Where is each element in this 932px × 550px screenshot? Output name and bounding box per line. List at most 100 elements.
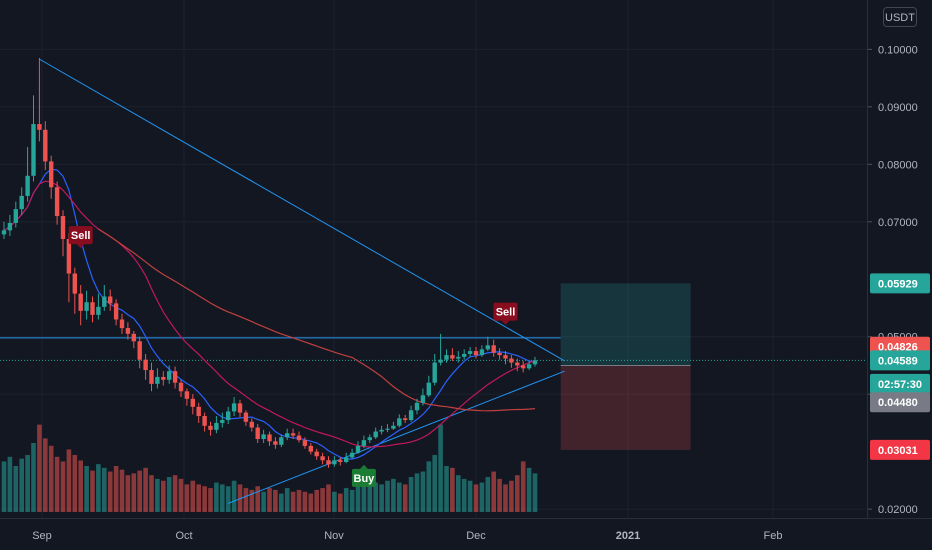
candle-body	[60, 216, 66, 240]
candle-body	[1, 230, 7, 235]
moving-averages	[3, 168, 536, 460]
volume-bar	[402, 484, 408, 512]
volume-bar	[332, 491, 337, 512]
volume-bar	[107, 471, 113, 512]
candle-body	[403, 418, 408, 421]
candle-body	[161, 376, 166, 380]
candle-body	[526, 364, 532, 369]
volume-bar	[161, 480, 166, 512]
ma-fast-line	[3, 168, 536, 460]
volume-bar	[190, 480, 196, 512]
candle-body	[521, 365, 526, 369]
volume-bar	[343, 488, 349, 512]
candle-body	[54, 187, 60, 217]
candle-body	[96, 306, 101, 315]
volume-bar	[414, 473, 420, 512]
volume-bar	[243, 488, 249, 512]
price-tag	[870, 373, 930, 394]
volume-bar	[367, 478, 373, 512]
candle-body	[338, 460, 343, 462]
time-tick-label: Oct	[175, 530, 192, 542]
volume-bar	[196, 484, 201, 512]
candle-body	[456, 356, 461, 359]
volume-bar	[520, 461, 526, 512]
volume-bar	[408, 477, 414, 512]
volume-bar	[102, 467, 107, 512]
volume-bar	[373, 482, 378, 512]
candle-body	[349, 452, 355, 458]
price-tag	[870, 392, 930, 413]
long-position-tool[interactable]	[560, 283, 691, 450]
candle-body	[13, 209, 18, 223]
volume-bar	[467, 480, 473, 512]
volume-bar	[131, 473, 137, 512]
candle-body	[261, 434, 266, 440]
volume-bar	[273, 489, 278, 512]
candle-body	[178, 382, 184, 392]
candlestick-series	[1, 57, 538, 468]
volume-bar	[461, 478, 467, 512]
candle-body	[414, 402, 420, 411]
candle-body	[131, 333, 136, 342]
volume-bar	[178, 478, 184, 512]
candle-body	[43, 129, 48, 162]
volume-bar	[314, 489, 319, 512]
candle-body	[249, 421, 254, 428]
volume-bar	[43, 438, 48, 512]
volume-bar	[113, 466, 119, 512]
currency-button[interactable]: USDT	[883, 7, 917, 27]
candle-body	[444, 355, 449, 360]
candle-body	[113, 303, 119, 320]
candle-body	[143, 359, 148, 371]
volume-bar	[526, 467, 532, 512]
volume-bar	[444, 466, 449, 512]
volume-bar	[355, 484, 361, 512]
buy-signal-label: Buy	[354, 473, 376, 485]
volume-bar	[450, 467, 455, 512]
volume-bar	[184, 484, 190, 512]
time-tick-label: Sep	[32, 530, 52, 542]
volume-bar	[473, 484, 479, 512]
candle-body	[397, 418, 402, 426]
candle-body	[515, 362, 520, 366]
candle-body	[320, 456, 325, 461]
volume-bar	[84, 466, 89, 512]
candle-body	[137, 341, 142, 360]
drawing-lines[interactable]	[0, 58, 868, 504]
volume-bar	[96, 464, 101, 512]
volume-bar	[420, 471, 426, 512]
volume-bar	[485, 477, 491, 512]
time-axis[interactable]: Sep Oct Nov Dec 2021 Feb	[32, 530, 782, 542]
volume-bar	[137, 470, 142, 512]
candle-body	[202, 416, 207, 426]
candle-body	[7, 222, 13, 231]
grid-lines	[0, 0, 868, 518]
price-tick-label: 0.08000	[878, 159, 918, 171]
volume-bar	[497, 478, 502, 512]
volume-bar	[78, 460, 83, 512]
volume-bar	[7, 456, 13, 512]
candle-body	[420, 395, 426, 403]
volume-bar	[361, 480, 367, 512]
volume-bar	[290, 491, 296, 512]
volume-bars	[1, 424, 538, 512]
volume-bar	[397, 482, 402, 512]
volume-bar	[31, 443, 36, 512]
volume-bar	[426, 461, 432, 512]
candle-body	[532, 360, 538, 365]
volume-bar	[48, 445, 54, 512]
volume-bar	[37, 424, 42, 512]
sell-signal-box	[68, 226, 93, 245]
candle-body	[72, 273, 77, 294]
candle-body	[467, 351, 473, 354]
candle-body	[438, 359, 443, 363]
candle-body	[479, 349, 485, 356]
candle-body	[84, 302, 89, 311]
volume-bar	[225, 486, 231, 512]
volume-bar	[338, 493, 343, 512]
candle-body	[231, 403, 237, 412]
candle-body	[184, 391, 190, 399]
candle-body	[408, 410, 414, 421]
signal-pointer	[76, 244, 85, 249]
